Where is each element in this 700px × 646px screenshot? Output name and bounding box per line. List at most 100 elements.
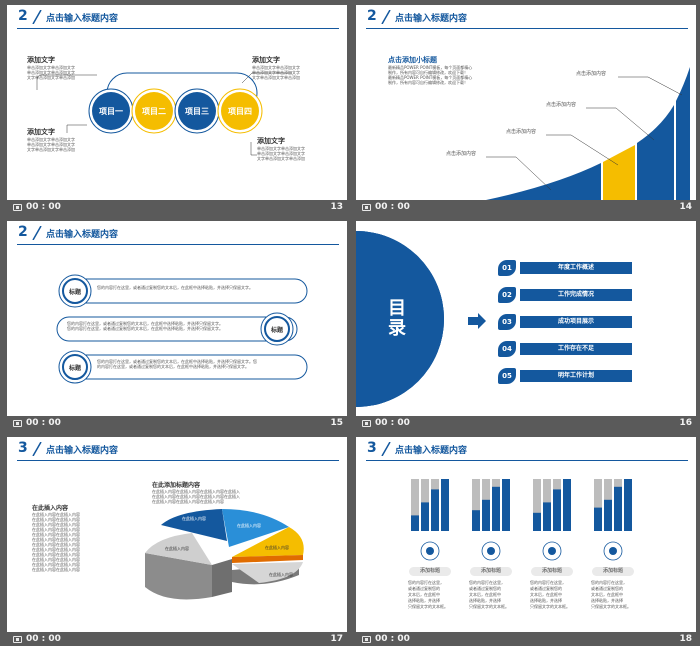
slide-footer: 00 : 00 13 — [7, 200, 347, 216]
pie-label-2: 在此插入内容 — [237, 523, 261, 528]
left-line: 在此插入内容在此插入内容 — [32, 537, 80, 542]
column-title: 添加标题 — [409, 567, 451, 576]
slide-show-icon — [362, 204, 371, 211]
timing: 00 : 00 — [26, 634, 61, 644]
slide-16[interactable]: 目录 01 年度工作概述 02 工作完成情况 03 成功项目展示 04 工作存在不足 05 明年工… — [356, 221, 696, 416]
row-text-1: 您的内容打在这里，或者通过复制您的文本后，在此框中选择粘贴，并选择只保留文字。 — [97, 285, 253, 290]
bar-fill — [533, 512, 541, 531]
bar-fill — [563, 479, 571, 531]
slide-thumbnail-16[interactable]: 目录 01 年度工作概述 02 工作完成情况 03 成功项目展示 04 工作存在不足 05 明年工… — [356, 221, 696, 432]
toc-item-3[interactable]: 成功项目展示 — [520, 316, 632, 328]
title-rows-diagram — [56, 274, 308, 384]
left-lines: 在此插入内容在此插入内容 在此插入内容在此插入内容 在此插入内容在此插入内容 在此插入… — [32, 512, 80, 572]
top-text-block: 在此添加标题内容 在此插入内容在此插入内容在此插入内容在此插入 在此插入内容在此… — [152, 480, 240, 504]
row-line: 的内容打在这里，或者通过复制您的文本后，在此框中选择粘贴，并选择只保留文字。 — [97, 364, 249, 369]
bar-fill — [543, 502, 551, 531]
bar-fill — [624, 479, 632, 531]
slide-18[interactable]: 3 点击输入标题内容 添加标题 您的内容打在这里， 或者通过复制您的 文本后，在此框中… — [356, 437, 696, 632]
slide-number: 16 — [679, 418, 692, 428]
block-line: 单击添加文字单击添加文字 — [252, 65, 300, 70]
slide-14[interactable]: 2 点击输入标题内容 点击添加小标题 最新精品POWER POINT模板，每个页… — [356, 5, 696, 200]
chart-icon-glyph — [609, 547, 617, 555]
slide-17[interactable]: 3 点击输入标题内容 在此插入内容 在此插入内容在此插入内容 在此插入内容在此插入… — [7, 437, 347, 632]
bar-track — [594, 479, 602, 531]
toc-item-4[interactable]: 工作存在不足 — [520, 343, 632, 355]
slide-thumbnail-13[interactable]: 2 点击输入标题内容 添加文字 单击添加文字单击添加文字 单击添加文字单击添加文… — [7, 5, 347, 216]
timing: 00 : 00 — [375, 634, 410, 644]
column-line: 您的内容打在这里， — [591, 580, 627, 585]
circle-label-2: 项目二 — [142, 107, 166, 116]
column-line: 选择粘贴，并选择 — [530, 598, 562, 603]
column-line: 您的内容打在这里， — [530, 580, 566, 585]
slash-icon — [381, 10, 391, 24]
block-line: 单击添加文字单击添加文字 — [27, 65, 75, 70]
slide-title: 点击输入标题内容 — [395, 446, 468, 456]
header-rule — [17, 28, 339, 29]
text-block-2: 添加文字 单击添加文字单击添加文字 单击添加文字单击添加文字 文字单击添加文字单… — [252, 55, 300, 80]
slide-footer: 00 : 00 18 — [356, 632, 696, 646]
bar-fill — [604, 499, 612, 531]
column-line: 选择粘贴，并选择 — [408, 598, 440, 603]
top-title: 在此添加标题内容 — [152, 482, 201, 489]
slide-13[interactable]: 2 点击输入标题内容 添加文字 单击添加文字单击添加文字 单击添加文字单击添加文… — [7, 5, 347, 200]
bar-track — [533, 479, 541, 531]
header-rule — [17, 244, 339, 245]
bar-fill — [431, 489, 439, 531]
text-block-4: 添加文字 单击添加文字单击添加文字 单击添加文字单击添加文字 文字单击添加文字单… — [257, 136, 305, 161]
pie-label-4: 在此插入内容 — [269, 572, 293, 577]
slide-footer: 00 : 00 14 — [356, 200, 696, 216]
slide-number: 17 — [330, 634, 343, 644]
slide-thumbnail-14[interactable]: 2 点击输入标题内容 点击添加小标题 最新精品POWER POINT模板，每个页… — [356, 5, 696, 216]
column-line: 文本后，在此框中 — [591, 592, 623, 597]
block-line: 单击添加文字单击添加文字 — [27, 70, 75, 75]
top-line: 在此插入内容在此插入内容在此插入内容 — [152, 499, 224, 504]
briefcase-icon-glyph — [548, 547, 556, 555]
column-line: 或者通过复制您的 — [469, 586, 501, 591]
column-title: 添加标题 — [531, 567, 573, 576]
bar-fill — [594, 507, 602, 531]
block-title: 添加文字 — [27, 128, 55, 136]
bar-fill — [502, 479, 510, 531]
section-number: 3 — [18, 440, 28, 456]
block-line: 文字单击添加文字单击添加 — [27, 147, 75, 152]
left-line: 在此插入内容在此插入内容 — [32, 557, 80, 562]
bar-fill — [411, 515, 419, 531]
block-title: 添加文字 — [252, 56, 280, 64]
bar-fill — [492, 486, 500, 531]
toc-item-2[interactable]: 工作完成情况 — [520, 289, 632, 301]
header-rule — [366, 460, 688, 461]
section-number: 2 — [18, 8, 28, 24]
bar-fill — [421, 502, 429, 531]
para-line: 制作，所有内容可自行编辑修改，欢迎下载！ — [388, 70, 468, 75]
block-line: 单击添加文字单击添加文字 — [257, 146, 305, 151]
toc-number-badge: 03 — [498, 314, 516, 330]
circle-label-3: 项目三 — [185, 107, 209, 116]
top-line: 在此插入内容在此插入内容在此插入内容在此插入 — [152, 494, 240, 499]
block-line: 文字单击添加文字单击添加 — [252, 75, 300, 80]
section-number: 3 — [367, 440, 377, 456]
slide-15[interactable]: 2 点击输入标题内容 标题 标题 标题 您的内容打在这里，或者通过复制您的文本后… — [7, 221, 347, 416]
block-line: 单击添加文字单击添加文字 — [27, 142, 75, 147]
header-rule — [366, 28, 688, 29]
slide-thumbnail-18[interactable]: 3 点击输入标题内容 添加标题 您的内容打在这里， 或者通过复制您的 文本后，在此框中… — [356, 437, 696, 646]
slide-thumbnail-15[interactable]: 2 点击输入标题内容 标题 标题 标题 您的内容打在这里，或者通过复制您的文本后… — [7, 221, 347, 432]
bar-fill — [472, 510, 480, 531]
callout-4: 点击添加内容 — [576, 71, 607, 77]
circle-label-4: 项目四 — [228, 107, 252, 116]
slash-icon — [381, 442, 391, 456]
slash-icon — [32, 10, 42, 24]
pie-label-3: 在此插入内容 — [265, 545, 289, 550]
slide-show-icon — [13, 204, 22, 211]
toc-item-5[interactable]: 明年工作计划 — [520, 370, 632, 382]
slide-thumbnail-17[interactable]: 3 点击输入标题内容 在此插入内容 在此插入内容在此插入内容 在此插入内容在此插入… — [7, 437, 347, 646]
toc-item-1[interactable]: 年度工作概述 — [520, 262, 632, 274]
block-line: 文字单击添加文字单击添加 — [27, 75, 75, 80]
slide-header: 3 点击输入标题内容 — [356, 437, 696, 461]
left-line: 在此插入内容在此插入内容 — [32, 547, 80, 552]
bar-fill — [553, 489, 561, 531]
pie-label-1: 在此插入内容 — [182, 516, 206, 521]
block-line: 单击添加文字单击添加文字 — [27, 137, 75, 142]
column-line: 或者通过复制您的 — [530, 586, 562, 591]
column-line: 文本后，在此框中 — [469, 592, 501, 597]
globe-icon-glyph — [426, 547, 434, 555]
